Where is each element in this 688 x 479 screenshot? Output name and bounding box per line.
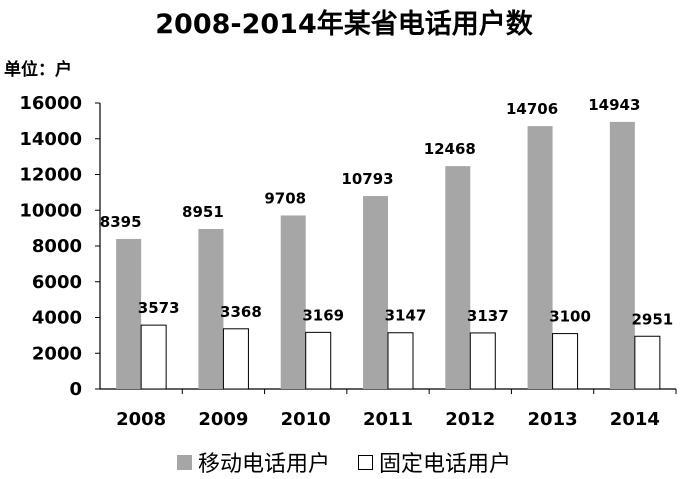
data-label-landline: 3147 [385,307,427,325]
data-label-mobile: 10793 [341,170,393,188]
data-label-mobile: 12468 [424,140,476,158]
legend-item-mobile: 移动电话用户 [176,446,330,478]
bar-landline [140,324,167,390]
legend-label-mobile: 移动电话用户 [197,452,330,477]
data-label-landline: 3573 [138,299,180,317]
x-tick-label: 2009 [198,409,248,430]
data-label-landline: 2951 [631,310,673,328]
y-tick-label: 14000 [19,129,82,150]
y-tick-label: 12000 [19,165,82,186]
y-tick-label: 0 [69,379,82,400]
data-label-mobile: 8395 [100,213,142,231]
bar-landline [552,333,579,390]
chart-title: 2008-2014年某省电话用户数 [155,9,533,40]
bar-mobile [116,238,142,389]
bar-landline [222,328,249,390]
data-label-landline: 3169 [302,306,344,324]
legend-swatch-mobile [176,454,192,470]
bar-landline [387,332,414,390]
x-tick-label: 2011 [363,409,413,430]
x-tick-label: 2008 [116,409,166,430]
y-tick-label: 8000 [32,236,82,257]
legend-label-landline: 固定电话用户 [379,452,512,477]
y-axis-unit-label: 单位：户 [4,60,72,80]
y-tick-label: 16000 [19,93,82,114]
legend: 移动电话用户 固定电话用户 [0,446,688,478]
x-tick-label: 2012 [445,409,495,430]
x-tick-label: 2010 [281,409,331,430]
bar-mobile [609,121,635,390]
bar-mobile [445,166,471,389]
data-label-landline: 3137 [467,307,509,325]
bar-landline [469,332,496,390]
y-tick-label: 6000 [32,272,82,293]
y-tick-label: 4000 [32,308,82,329]
bar-mobile [198,229,224,389]
bar-landline [305,331,332,390]
legend-item-landline: 固定电话用户 [358,446,511,478]
bar-mobile [527,126,553,389]
data-label-landline: 3368 [220,303,262,321]
x-tick-label: 2014 [610,409,660,430]
legend-swatch-landline [358,454,373,470]
x-tick-label: 2013 [528,409,578,430]
y-tick-label: 10000 [19,200,82,221]
bar-mobile [363,196,388,389]
data-label-mobile: 8951 [182,203,224,221]
data-label-mobile: 9708 [264,189,306,207]
bar-mobile [280,215,306,389]
data-label-mobile: 14706 [506,100,558,118]
data-label-mobile: 14943 [588,96,640,114]
data-label-landline: 3100 [549,308,591,326]
bar-landline [634,335,661,390]
y-tick-label: 2000 [32,343,82,364]
